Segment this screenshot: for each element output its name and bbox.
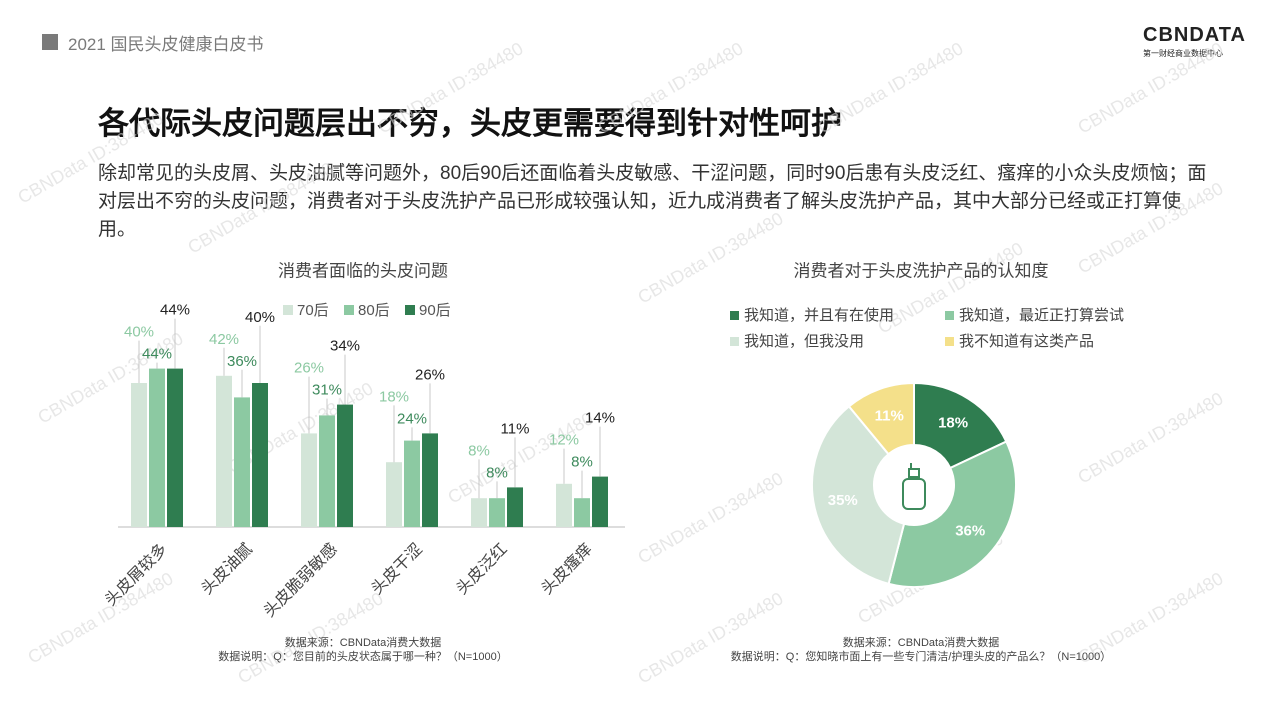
bar [574,498,590,527]
watermark: CBNData ID:384480 [634,208,786,307]
donut-slice [913,381,1008,470]
x-tick-label: 头皮脆弱敏感 [260,540,341,621]
data-label: 44% [142,346,172,363]
legend-label: 我知道，最近正打算尝试 [959,306,1124,324]
source-note: 数据说明：Q：您知晓市面上有一些专门清洁/护理头皮的产品么？（N=1000） [731,649,1111,663]
chart-title: 消费者对于头皮洗护产品的认知度 [794,261,1049,280]
bar [422,433,438,527]
bar [489,498,505,527]
x-tick-label: 头皮油腻 [198,540,256,598]
icon-bottle [902,478,926,510]
watermark: CBNData ID:384480 [184,158,336,257]
legend-label: 80后 [358,302,390,319]
logo: CBNDATA [1143,24,1246,46]
data-label: 26% [415,366,445,383]
data-label: 36% [227,353,257,370]
icon-cap [908,468,920,478]
data-label: 14% [585,410,615,427]
data-label: 8% [486,464,508,481]
bar [592,476,608,527]
data-label: 26% [294,360,324,377]
bar [337,404,353,527]
data-label: 42% [209,331,239,348]
legend-label: 70后 [297,302,329,319]
data-label: 31% [312,382,342,399]
header-title: 2021 国民头皮健康白皮书 [68,35,264,54]
data-label: 44% [160,302,190,319]
bar [131,383,147,527]
legend-label: 90后 [419,302,451,319]
legend-label: 我知道，但我没用 [744,333,864,350]
data-label: 40% [245,309,275,326]
legend-label: 我不知道有这类产品 [959,333,1094,350]
data-label: 8% [468,442,490,459]
data-label: 36% [955,523,985,540]
legend-swatch [730,337,739,346]
donut-slice [847,381,915,456]
data-label: 24% [397,410,427,427]
legend-swatch [945,311,954,320]
summary-paragraph: 除却常见的头皮屑、头皮油腻等问题外，80后90后还面临着头皮敏感、干涩问题，同时… [98,163,1207,240]
data-label: 18% [379,388,409,405]
data-label: 11% [501,420,530,437]
watermark: CBNData ID:384480 [1074,38,1226,137]
bar [471,498,487,527]
bar [507,487,523,527]
logo-subtitle: 第一财经商业数据中心 [1143,49,1223,58]
bar [301,433,317,527]
bar [386,462,402,527]
watermark: CBNData ID:384480 [1074,178,1226,277]
bar [216,375,232,527]
data-label: 35% [828,492,858,509]
bar [556,483,572,527]
x-tick-label: 头皮泛红 [453,540,511,598]
watermark: CBNData ID:384480 [594,38,746,137]
watermark: CBNData ID:384480 [814,38,966,137]
legend-swatch [344,305,354,315]
watermark: CBNData ID:384480 [374,38,526,137]
x-tick-label: 头皮瘙痒 [538,540,596,598]
data-label: 11% [875,407,904,424]
legend-label: 我知道，并且有在使用 [744,307,894,324]
bar [149,368,165,527]
bar [319,415,335,527]
data-label: 8% [571,454,593,471]
data-label: 40% [124,324,154,341]
watermark: CBNData ID:384480 [14,108,166,207]
watermark: CBNData ID:384480 [634,468,786,567]
donut-slice [887,440,1017,588]
source-note: 数据来源：CBNData消费大数据 [285,635,441,649]
data-label: 12% [549,432,579,449]
data-label: 34% [330,338,360,355]
legend-swatch [405,305,415,315]
legend-swatch [730,311,739,320]
bar [167,368,183,527]
x-tick-label: 头皮干涩 [368,540,426,598]
watermark: CBNData ID:384480 [634,588,786,687]
source-note: 数据说明：Q：您目前的头皮状态属于哪一种？（N=1000） [218,649,507,663]
watermark: CBNData ID:384480 [24,568,176,667]
donut-slice [811,404,906,586]
watermark: CBNData ID:384480 [1074,388,1226,487]
bar [252,383,268,527]
bar [404,440,420,527]
legend-swatch [945,337,954,346]
data-label: 18% [938,414,968,431]
source-note: 数据来源：CBNData消费大数据 [843,635,999,649]
bar [234,397,250,527]
slide-title: 各代际头皮问题层出不穷，头皮更需要得到针对性呵护 [98,106,842,141]
header-marker [42,34,58,50]
chart-title: 消费者面临的头皮问题 [278,261,448,280]
legend-swatch [283,305,293,315]
